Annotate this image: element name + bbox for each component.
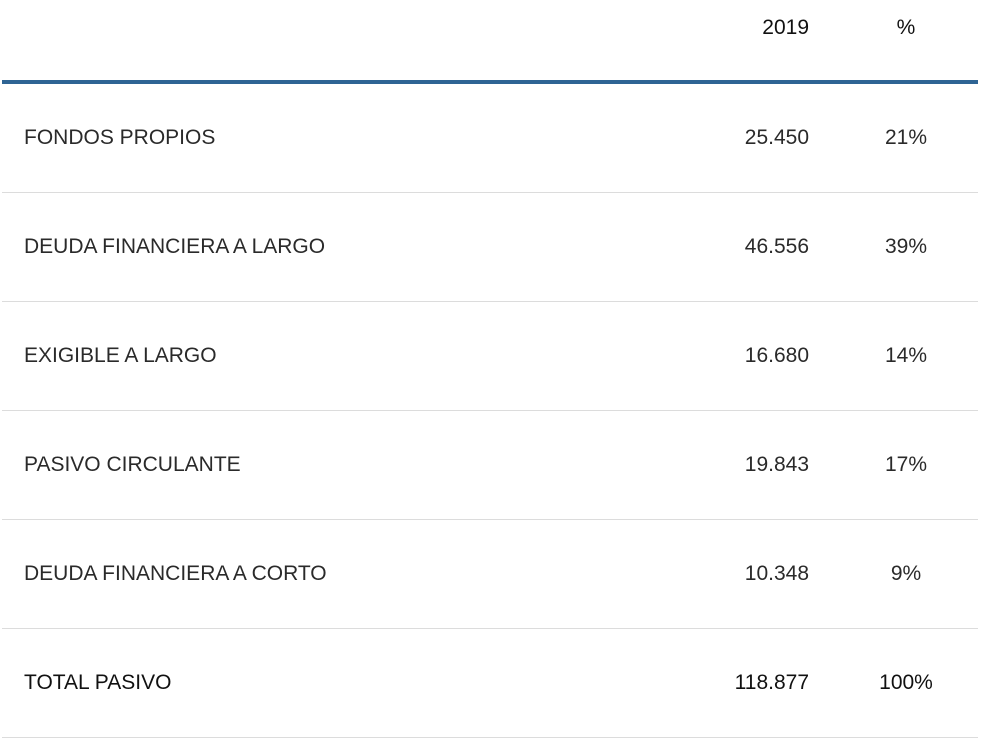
row-percent: 39% xyxy=(884,235,928,258)
table-row: PASIVO CIRCULANTE 19.843 17% xyxy=(2,411,978,520)
row-label: PASIVO CIRCULANTE xyxy=(24,453,241,476)
table-row: EXIGIBLE A LARGO 16.680 14% xyxy=(2,302,978,411)
row-label: EXIGIBLE A LARGO xyxy=(24,344,217,367)
total-label: TOTAL PASIVO xyxy=(24,671,172,694)
row-label: DEUDA FINANCIERA A CORTO xyxy=(24,562,327,585)
row-percent: 9% xyxy=(890,562,922,585)
row-value: 10.348 xyxy=(744,562,809,585)
row-label: DEUDA FINANCIERA A LARGO xyxy=(24,235,326,258)
row-percent: 17% xyxy=(884,453,928,476)
total-percent: 100% xyxy=(879,671,933,694)
column-header-year: 2019 xyxy=(762,16,809,39)
total-value: 118.877 xyxy=(734,671,809,694)
table-header: 2019 % xyxy=(2,0,978,84)
row-percent: 21% xyxy=(884,126,928,149)
table-row: DEUDA FINANCIERA A CORTO 10.348 9% xyxy=(2,520,978,629)
row-value: 19.843 xyxy=(744,453,809,476)
row-value: 46.556 xyxy=(744,235,809,258)
row-percent: 14% xyxy=(884,344,928,367)
row-value: 16.680 xyxy=(744,344,809,367)
row-value: 25.450 xyxy=(744,126,809,149)
row-label: FONDOS PROPIOS xyxy=(24,126,216,149)
table-row: FONDOS PROPIOS 25.450 21% xyxy=(2,84,978,193)
table-row: DEUDA FINANCIERA A LARGO 46.556 39% xyxy=(2,193,978,302)
table-row-total: TOTAL PASIVO 118.877 100% xyxy=(2,629,978,738)
column-header-percent: % xyxy=(896,16,916,39)
